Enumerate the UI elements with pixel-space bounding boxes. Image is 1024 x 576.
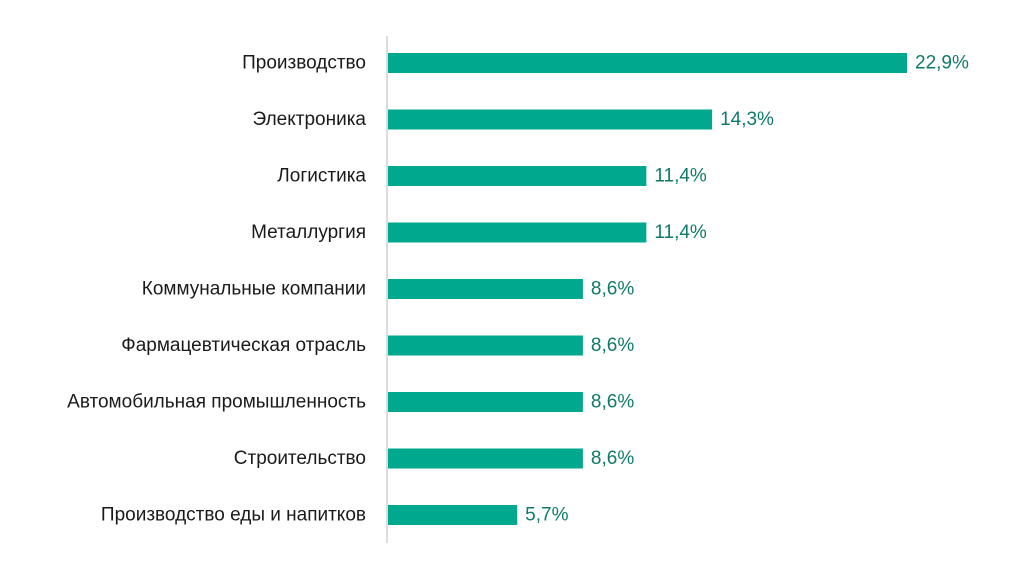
bar xyxy=(388,448,583,469)
value-label: 8,6% xyxy=(591,279,634,300)
value-label: 8,6% xyxy=(591,448,634,469)
value-label: 5,7% xyxy=(525,505,568,526)
category-label: Электроника xyxy=(253,109,367,130)
bar xyxy=(388,392,583,412)
category-label: Автомобильная промышленность xyxy=(67,392,366,413)
category-labels-group: Производство Электроника Логистика Металлур… xyxy=(67,53,366,526)
bars-group xyxy=(388,53,907,525)
value-label: 8,6% xyxy=(591,335,634,356)
value-label: 14,3% xyxy=(720,109,774,130)
category-label: Производство еды и напитков xyxy=(101,505,366,526)
value-label: 22,9% xyxy=(915,53,969,74)
category-label: Логистика xyxy=(277,166,366,187)
value-label: 11,4% xyxy=(654,222,707,243)
category-label: Строительство xyxy=(234,448,366,469)
bar xyxy=(388,166,647,186)
bar xyxy=(388,222,647,243)
category-label: Производство xyxy=(242,53,366,74)
category-label: Металлургия xyxy=(251,222,366,243)
bar xyxy=(388,505,518,525)
value-label: 8,6% xyxy=(591,392,634,413)
value-label: 11,4% xyxy=(654,166,707,187)
bar xyxy=(388,53,907,73)
bar xyxy=(388,335,583,356)
category-label: Фармацевтическая отрасль xyxy=(121,335,366,356)
category-label: Коммунальные компании xyxy=(142,279,366,300)
bar xyxy=(388,279,583,299)
bar xyxy=(388,109,713,130)
value-labels-group: 22,9% 14,3% 11,4% 11,4% 8,6% 8,6% 8,6% 8,6% 5,7% xyxy=(525,53,969,526)
